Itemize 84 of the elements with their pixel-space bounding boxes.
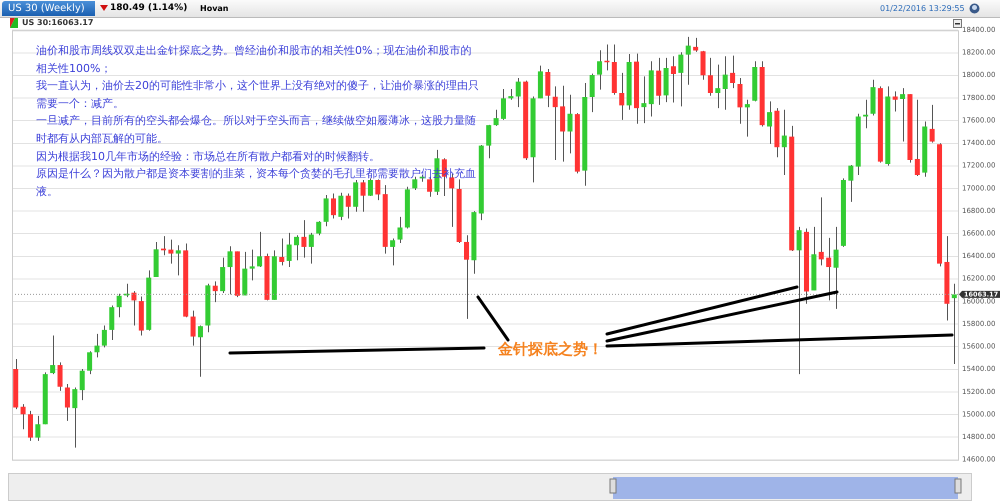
candlestick — [848, 164, 854, 202]
candlestick — [212, 280, 218, 303]
candlestick — [494, 109, 499, 126]
candlestick — [72, 386, 78, 448]
candlestick — [131, 290, 136, 326]
candlestick — [94, 333, 100, 358]
candlestick — [190, 310, 196, 346]
annotation: 金针探底之势！ — [498, 340, 603, 359]
candlestick — [590, 73, 595, 113]
candlestick — [279, 238, 284, 266]
candlestick — [176, 244, 181, 276]
candlestick — [722, 56, 728, 110]
annotation: 一旦减产，目前所有的空头都会爆仓。所以对于空头而言，继续做空如履薄冰，这股力量随时都有从内部瓦解的可能。 — [36, 113, 477, 147]
candlestick — [257, 231, 262, 268]
candlestick — [892, 90, 898, 112]
candlestick — [796, 226, 802, 375]
candlestick — [316, 220, 322, 236]
candlestick — [767, 100, 772, 144]
candlestick — [58, 362, 63, 392]
text: 180.49 (1.14%) — [110, 3, 188, 13]
candlestick — [508, 88, 514, 100]
annotation: 因为根据我10几年市场的经验：市场总在所有散户都看对的时候翻转。 — [36, 148, 381, 165]
candlestick — [597, 50, 602, 90]
candlestick — [545, 68, 550, 108]
text: 01/22/2016 13:29:55 — [880, 4, 965, 13]
candlestick — [930, 104, 935, 144]
candlestick — [375, 178, 380, 201]
candlestick — [124, 283, 130, 298]
candlestick — [20, 404, 26, 430]
candlestick — [567, 94, 573, 154]
candlestick — [834, 226, 839, 310]
candlestick — [693, 37, 698, 52]
candlestick — [818, 196, 824, 266]
candlestick — [324, 194, 329, 227]
candlestick — [826, 237, 832, 301]
annotation: 油价和股市周线双双走出金针探底之势。曾经油价和股市的相关性0%；现在油价和股市的相关性100%； — [36, 43, 472, 77]
candlestick — [641, 76, 646, 124]
candlestick — [109, 304, 114, 340]
candlestick — [952, 283, 957, 365]
candlestick — [35, 415, 40, 442]
candlestick — [50, 335, 56, 375]
candlestick — [286, 232, 292, 268]
text: Hovan — [200, 4, 228, 13]
candlestick — [168, 239, 174, 264]
chart-subtitle: US 30:16063.17 — [22, 18, 94, 27]
candlestick — [737, 78, 742, 124]
candlestick — [28, 410, 33, 442]
candlestick — [619, 72, 624, 120]
candlestick — [782, 109, 787, 176]
candlestick — [914, 99, 920, 177]
candlestick — [160, 236, 166, 256]
candlestick — [308, 232, 314, 264]
candlestick — [198, 324, 203, 378]
candlestick — [678, 52, 684, 107]
candlestick — [708, 57, 713, 96]
candlestick — [80, 368, 85, 401]
candlestick — [604, 44, 610, 71]
candlestick — [330, 192, 336, 220]
candlestick — [338, 192, 344, 221]
chart-title: US 30 (Weekly) — [2, 1, 95, 16]
candlestick — [464, 234, 470, 320]
candlestick — [64, 384, 70, 422]
candlestick — [516, 78, 521, 108]
candlestick — [686, 36, 691, 86]
candlestick — [368, 178, 373, 197]
candlestick — [116, 293, 122, 318]
candlestick — [301, 220, 306, 258]
candlestick — [397, 216, 403, 244]
candlestick — [228, 246, 233, 295]
candlestick — [744, 99, 750, 138]
candlestick — [346, 192, 351, 220]
candlestick — [552, 86, 558, 160]
candlestick — [730, 55, 736, 89]
candlestick — [390, 238, 396, 266]
annotation: 我一直认为，油价去20的可能性非常小，这个世界上没有绝对的傻子，让油价暴涨的理由只需要一个：减产。 — [36, 78, 480, 112]
candlestick — [486, 124, 492, 159]
candlestick — [102, 324, 107, 348]
candlestick — [900, 88, 906, 142]
candlestick — [500, 88, 506, 120]
candlestick — [294, 234, 300, 261]
candlestick — [670, 56, 676, 103]
candlestick — [360, 179, 366, 212]
candlestick — [87, 350, 92, 375]
candlestick — [715, 64, 720, 109]
